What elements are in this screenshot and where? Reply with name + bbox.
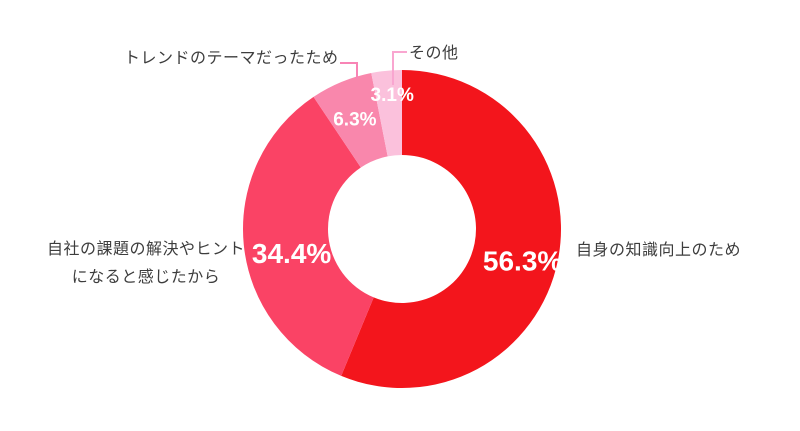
slice-label-company-issues: 自社の課題の解決やヒント になると感じたから [34, 236, 258, 292]
slice-value-label-3: 3.1% [371, 85, 414, 106]
donut-slice-2 [313, 73, 388, 168]
slice-value-label-1: 34.4% [252, 238, 331, 269]
donut-slice-0 [341, 70, 562, 389]
slice-label-trend: トレンドのテーマだったため [124, 50, 339, 67]
slice-value-label-0: 56.3% [483, 246, 562, 277]
slice-label-company-issues-line2: になると感じたから [71, 269, 221, 286]
slice-value-label-2: 6.3% [333, 110, 376, 131]
slice-label-other: その他 [409, 45, 459, 62]
slice-label-company-issues-line1: 自社の課題の解決やヒント [46, 241, 245, 258]
donut-slice-1 [242, 96, 374, 376]
donut-slice-3 [371, 70, 402, 157]
leader-line-trend [340, 62, 358, 79]
leader-line-other [392, 51, 407, 85]
slice-label-knowledge: 自身の知識向上のため [576, 242, 742, 259]
